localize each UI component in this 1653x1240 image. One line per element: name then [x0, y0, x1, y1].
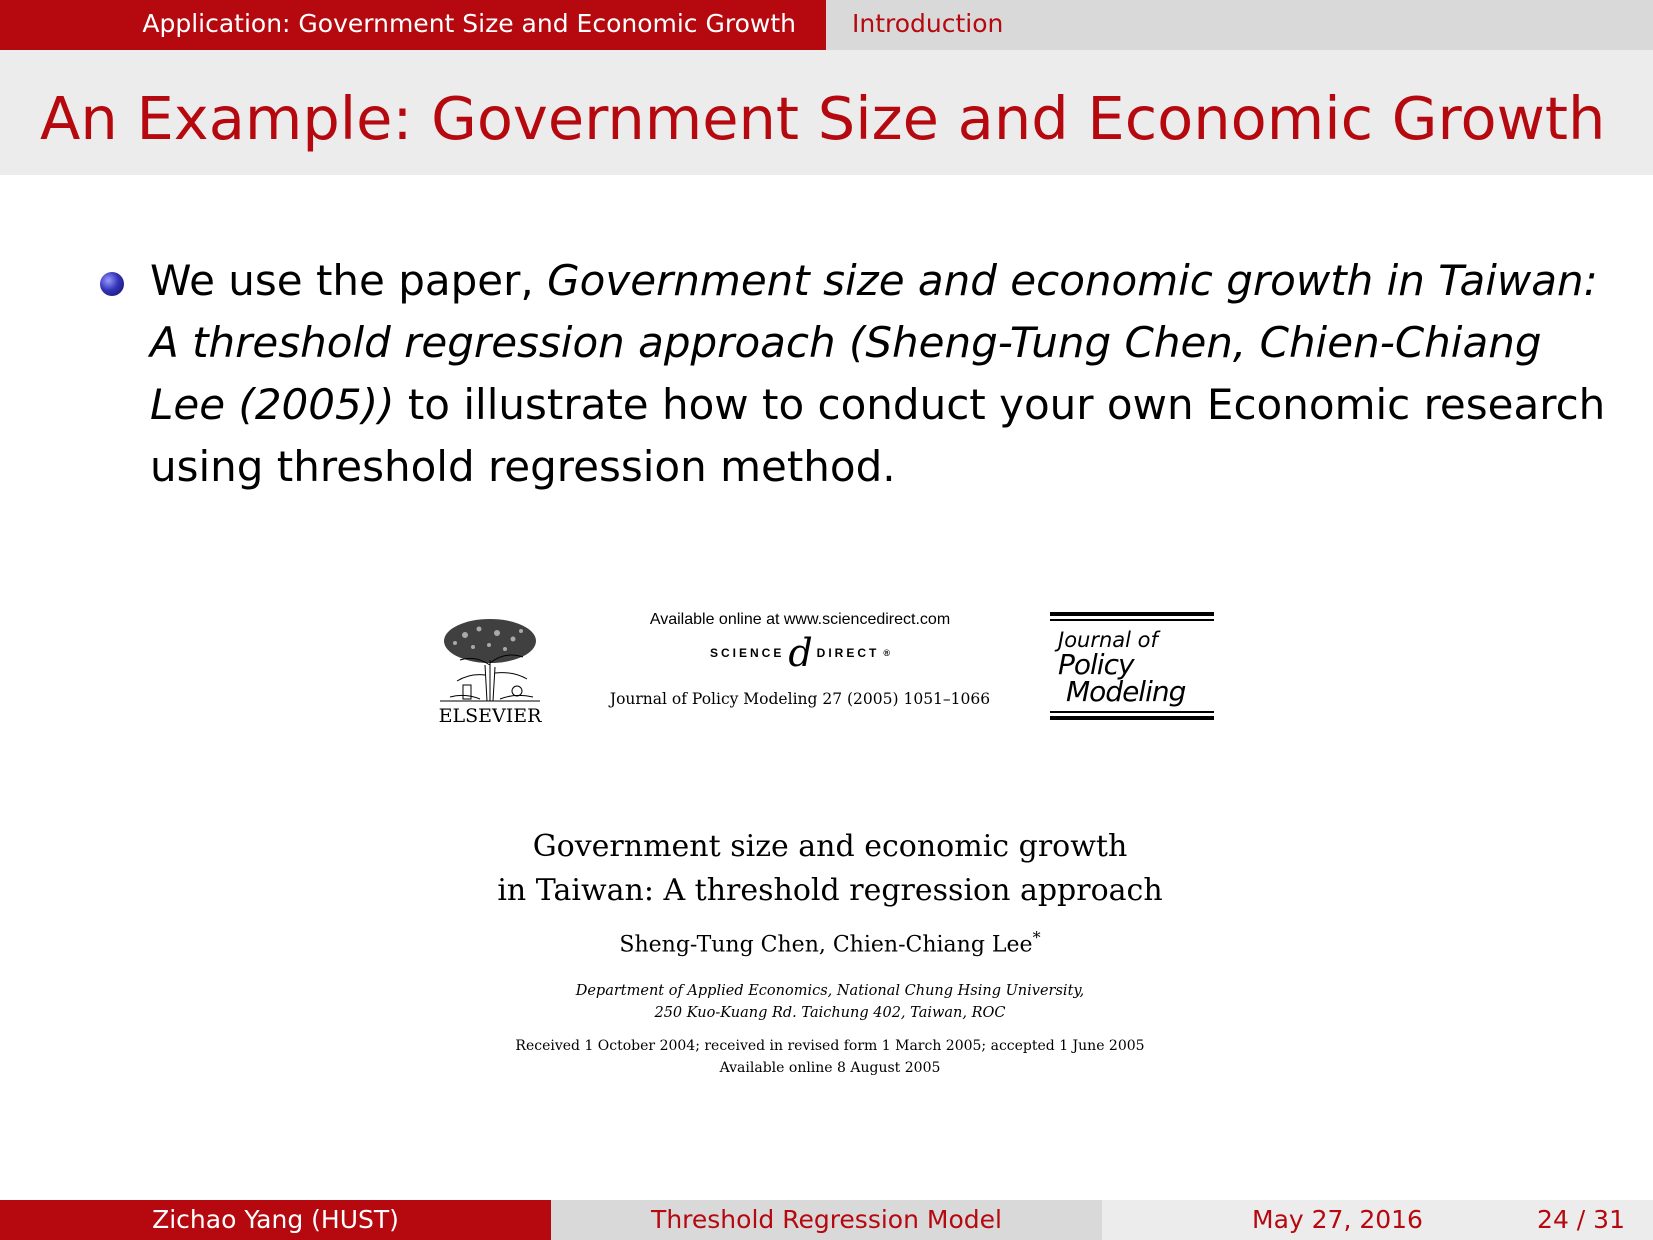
- footer-bar: Zichao Yang (HUST) Threshold Regression …: [0, 1200, 1653, 1240]
- top-navigation-bar: Application: Government Size and Economi…: [0, 0, 1653, 50]
- registered-mark: ®: [883, 648, 890, 658]
- journal-logo-line1: Journal of: [1058, 628, 1158, 652]
- paper-authors: Sheng-Tung Chen, Chien-Chiang Lee*: [420, 928, 1240, 957]
- paper-citation: Government size and economic growth in T…: [150, 256, 1598, 429]
- bullet-item: We use the paper, Government size and ec…: [150, 250, 1610, 498]
- footer-info: May 27, 2016 24 / 31: [1102, 1200, 1653, 1240]
- journal-logo-rule: [1050, 619, 1214, 621]
- affiliation-line2: 250 Kuo-Kuang Rd. Taichung 402, Taiwan, …: [654, 1005, 1006, 1021]
- sciencedirect-logo: SCIENCE d DIRECT ®: [580, 634, 1020, 672]
- frame-title-bar: An Example: Government Size and Economic…: [0, 50, 1653, 175]
- paper-title: Government size and economic growth in T…: [420, 825, 1240, 913]
- paper-title-line2: in Taiwan: A threshold regression approa…: [497, 873, 1163, 908]
- author-footnote-mark: *: [1032, 928, 1041, 947]
- paper-title-line1: Government size and economic growth: [532, 829, 1128, 864]
- nav-section-link[interactable]: Application: Government Size and Economi…: [0, 0, 826, 50]
- elsevier-logo: ELSEVIER: [435, 615, 545, 727]
- available-online-text: Available online at www.sciencedirect.co…: [649, 611, 951, 628]
- paper-header-image: ELSEVIER Available online at www.science…: [420, 600, 1240, 1080]
- dates-line2: Available online 8 August 2005: [719, 1060, 941, 1076]
- journal-reference: Journal of Policy Modeling 27 (2005) 105…: [609, 690, 991, 708]
- journal-logo-rule: [1050, 612, 1214, 616]
- journal-logo-line3: Modeling: [1066, 675, 1186, 708]
- sciencedirect-logo-left: SCIENCE: [710, 646, 785, 660]
- sciencedirect-block: Available online at www.sciencedirect.co…: [580, 610, 1020, 708]
- author-names: Sheng-Tung Chen, Chien-Chiang Lee: [619, 932, 1033, 958]
- footer-date: May 27, 2016: [1252, 1205, 1423, 1234]
- journal-logo-rule: [1050, 716, 1214, 720]
- bullet-text-end: to illustrate how to conduct your own Ec…: [150, 380, 1606, 491]
- affiliation-line1: Department of Applied Economics, Nationa…: [575, 983, 1085, 999]
- sciencedirect-logo-right: DIRECT: [816, 646, 880, 660]
- publisher-name: ELSEVIER: [438, 705, 542, 727]
- page-number: 24 / 31: [1537, 1205, 1625, 1234]
- bullet-icon: [100, 272, 124, 296]
- frame-title: An Example: Government Size and Economic…: [40, 84, 1606, 153]
- footer-author: Zichao Yang (HUST): [0, 1200, 551, 1240]
- elsevier-tree-icon: [440, 619, 540, 702]
- dates-line1: Received 1 October 2004; received in rev…: [515, 1038, 1145, 1054]
- paper-dates: Received 1 October 2004; received in rev…: [420, 1035, 1240, 1079]
- nav-subsection-link[interactable]: Introduction: [826, 0, 1653, 50]
- journal-logo-rule: [1050, 711, 1214, 713]
- bullet-text-start: We use the paper,: [150, 256, 548, 305]
- paper-affiliation: Department of Applied Economics, Nationa…: [420, 980, 1240, 1024]
- bullet-list: We use the paper, Government size and ec…: [100, 250, 1610, 498]
- sciencedirect-at-icon: d: [788, 631, 813, 675]
- journal-logo: Journal of Policy Modeling: [1050, 612, 1214, 728]
- footer-title: Threshold Regression Model: [551, 1200, 1102, 1240]
- journal-logo-line2: Policy: [1058, 648, 1135, 681]
